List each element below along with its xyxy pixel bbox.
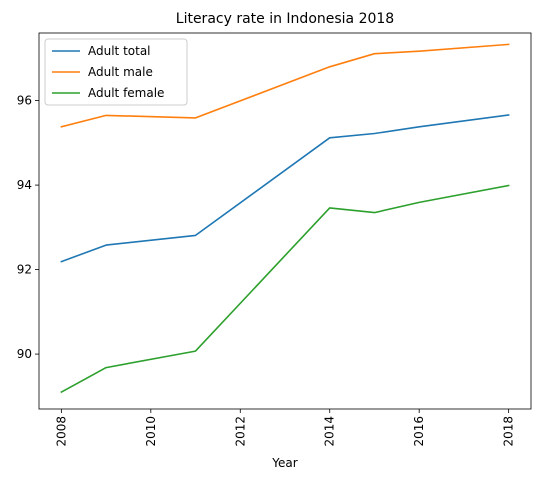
y-tick-label: 96 (17, 94, 32, 108)
legend-label-1: Adult male (88, 65, 153, 79)
series-line-2 (60, 184, 510, 394)
plot-frame (38, 32, 532, 410)
axes: 2008 2010 2012 2014 2016 2018 90 92 94 96 (17, 32, 532, 447)
x-tick-label: 2014 (323, 416, 337, 447)
legend-box (44, 38, 188, 106)
plot-area (60, 43, 510, 394)
series-line-0 (60, 114, 510, 263)
y-tick-label: 92 (17, 263, 32, 277)
x-tick-label: 2018 (502, 416, 516, 447)
x-tick-label: 2010 (144, 416, 158, 447)
series-line-1 (60, 43, 510, 128)
chart-title: Literacy rate in Indonesia 2018 (176, 11, 394, 27)
x-tick-label: 2016 (412, 416, 426, 447)
legend: Adult total Adult male Adult female (44, 38, 188, 106)
x-axis-label: Year (271, 456, 297, 470)
x-tick-label: 2012 (233, 416, 247, 447)
y-tick-label: 94 (17, 178, 32, 192)
y-tick-label: 90 (17, 347, 32, 361)
legend-label-0: Adult total (88, 44, 151, 58)
x-tick-label: 2008 (54, 416, 68, 447)
legend-label-2: Adult female (88, 86, 164, 100)
